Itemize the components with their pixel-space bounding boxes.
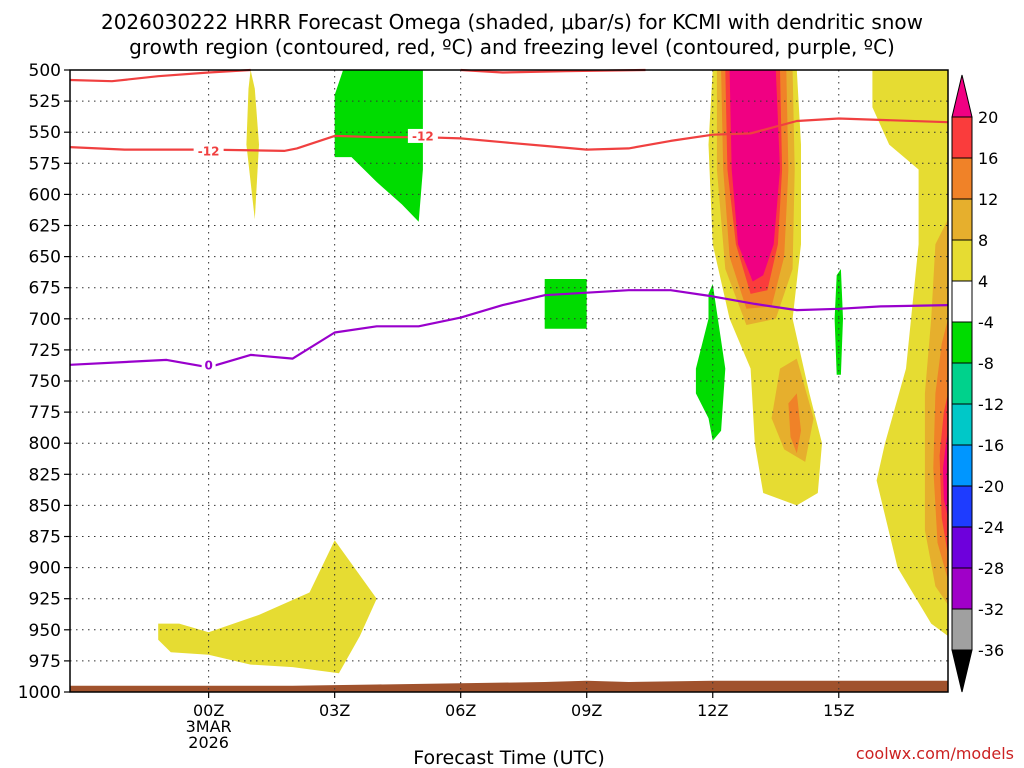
y-tick-label: 950 <box>29 621 61 641</box>
ground-surface <box>70 680 948 692</box>
colorbar-label: 12 <box>978 190 998 209</box>
y-tick-label: 925 <box>29 590 61 610</box>
colorbar-segment <box>951 526 973 569</box>
contour-line-2 <box>69 117 949 152</box>
colorbar: 20 16 12 8 4 -4 -8 -12 -16 -20 -24 -28 -32 -36 <box>951 74 1004 693</box>
chart-title: 2026030222 HRRR Forecast Omega (shaded, … <box>101 10 923 59</box>
contour-label: -12 <box>198 144 220 158</box>
colorbar-label: 8 <box>978 231 988 250</box>
y-tick-label: 575 <box>29 154 61 174</box>
colorbar-segment <box>951 280 973 323</box>
colorbar-over-arrow <box>951 74 973 118</box>
contour-label-bg <box>407 128 438 143</box>
omega-region-4 <box>834 269 843 375</box>
colorbar-segment <box>951 198 973 241</box>
colorbar-segment <box>951 608 973 651</box>
x-tick-label: 2026 <box>188 733 229 752</box>
title-line-2: growth region (contoured, red, ºC) and f… <box>129 35 895 59</box>
y-tick-label: 550 <box>29 123 61 143</box>
y-tick-label: 850 <box>29 496 61 516</box>
y-tick-label: 775 <box>29 403 61 423</box>
colorbar-segment <box>951 362 973 405</box>
x-tick-label: 3MAR <box>186 717 232 736</box>
colorbar-segment <box>951 485 973 528</box>
y-tick-label: 975 <box>29 652 61 672</box>
colorbar-label: -36 <box>978 641 1004 660</box>
y-tick-label: 875 <box>29 528 61 548</box>
y-tick-label: 725 <box>29 341 61 361</box>
y-tick-label: 1000 <box>18 683 61 703</box>
ground-fill <box>70 680 948 692</box>
colorbar-label: 16 <box>978 149 998 168</box>
y-tick-label: 900 <box>29 559 61 579</box>
colorbar-label: -32 <box>978 600 1004 619</box>
y-tick-label: 675 <box>29 279 61 299</box>
colorbar-segment <box>951 321 973 364</box>
contour-line-3 <box>69 289 949 369</box>
contour-label: 0 <box>204 358 212 372</box>
title-line-1: 2026030222 HRRR Forecast Omega (shaded, … <box>101 10 923 34</box>
colorbar-under-arrow <box>951 649 973 693</box>
x-axis-title: Forecast Time (UTC) <box>413 747 604 768</box>
contour-line-0 <box>69 68 251 83</box>
colorbar-segment <box>951 444 973 487</box>
credit-text: coolwx.com/models <box>856 744 1014 763</box>
colorbar-label: -20 <box>978 477 1004 496</box>
x-tick-label: 00Z <box>193 701 224 720</box>
colorbar-label: 4 <box>978 272 988 291</box>
y-tick-label: 625 <box>29 217 61 237</box>
y-tick-label: 525 <box>29 92 61 112</box>
omega-region-1 <box>334 70 423 222</box>
y-tick-label: 825 <box>29 465 61 485</box>
omega-shading <box>158 70 948 674</box>
colorbar-label: -12 <box>978 395 1004 414</box>
colorbar-segment <box>951 116 973 159</box>
x-tick-label: 15Z <box>823 701 854 720</box>
colorbar-label: -8 <box>978 354 994 373</box>
omega-region-12 <box>788 393 801 454</box>
colorbar-label: -4 <box>978 313 994 332</box>
x-tick-label: 12Z <box>697 701 728 720</box>
colorbar-segment <box>951 157 973 200</box>
omega-region-5 <box>158 540 377 674</box>
y-tick-label: 700 <box>29 310 61 330</box>
contour-label-bg <box>201 357 216 372</box>
omega-region-17 <box>943 430 948 518</box>
omega-region-2 <box>544 279 587 329</box>
colorbar-label: 20 <box>978 108 998 127</box>
y-tick-label: 500 <box>29 61 61 81</box>
x-tick-label: 03Z <box>319 701 350 720</box>
grid-lines <box>70 70 948 692</box>
y-tick-label: 750 <box>29 372 61 392</box>
colorbar-label: -16 <box>978 436 1004 455</box>
colorbar-label: -28 <box>978 559 1004 578</box>
contour-label-bg <box>193 143 224 158</box>
x-tick-label: 09Z <box>571 701 602 720</box>
omega-region-0 <box>246 70 259 220</box>
pressure-axis: 500 525 550 575 600 625 650 675 700 725 750 775 800 8… <box>18 61 70 703</box>
omega-region-10 <box>729 70 780 282</box>
y-tick-label: 650 <box>29 248 61 268</box>
colorbar-segment <box>951 567 973 610</box>
colorbar-segment <box>951 239 973 282</box>
colorbar-segment <box>951 403 973 446</box>
colorbar-label: -24 <box>978 518 1004 537</box>
omega-region-3 <box>695 284 726 441</box>
y-tick-label: 600 <box>29 185 61 205</box>
x-tick-label: 06Z <box>445 701 476 720</box>
contour-label: -12 <box>412 129 434 143</box>
y-tick-label: 800 <box>29 434 61 454</box>
temperature-contours: -12 -12 0 <box>69 68 949 372</box>
